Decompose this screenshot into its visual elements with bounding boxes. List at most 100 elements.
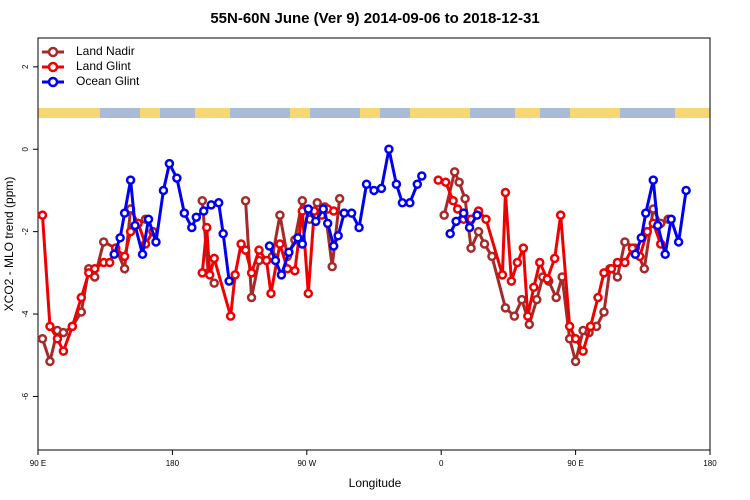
data-point <box>224 276 234 286</box>
data-point <box>172 173 182 183</box>
data-point <box>472 210 482 220</box>
data-point <box>240 195 251 206</box>
data-point <box>433 175 443 185</box>
map-strip <box>38 108 710 118</box>
data-point <box>125 175 136 185</box>
data-point <box>297 239 308 249</box>
data-point <box>417 171 427 181</box>
data-point <box>328 206 339 216</box>
legend-marker <box>47 46 59 58</box>
data-point <box>454 177 464 187</box>
data-point <box>297 195 308 206</box>
data-point <box>45 321 55 332</box>
data-point <box>151 237 161 247</box>
data-point <box>630 249 641 260</box>
data-point <box>84 268 94 278</box>
data-point <box>361 179 372 190</box>
data-point <box>261 255 272 266</box>
data-point <box>593 292 603 303</box>
data-point <box>639 263 650 274</box>
data-point <box>570 334 581 344</box>
y-tick-label: -2 <box>21 228 30 236</box>
data-point <box>266 288 276 299</box>
data-point <box>76 292 87 303</box>
data-point <box>391 179 402 190</box>
data-point <box>500 303 511 313</box>
data-point <box>333 231 343 241</box>
data-point <box>524 319 535 330</box>
data-point <box>464 222 475 233</box>
data-point <box>109 249 119 260</box>
data-point <box>487 251 497 262</box>
data-point <box>518 243 529 253</box>
data-point <box>119 208 130 218</box>
data-point <box>45 356 55 367</box>
data-point <box>164 158 175 169</box>
data-point <box>206 200 216 210</box>
x-tick-label: 90 W <box>297 459 316 468</box>
data-point <box>197 268 208 278</box>
data-point <box>551 292 561 303</box>
data-point <box>130 220 140 231</box>
data-point <box>473 226 484 237</box>
data-point <box>37 334 48 344</box>
data-point <box>466 243 476 253</box>
y-axis-label: XCO2 - MLO trend (ppm) <box>2 177 16 312</box>
data-point <box>346 208 357 218</box>
data-point <box>636 233 647 243</box>
data-point <box>523 311 533 321</box>
data-point <box>500 187 511 198</box>
data-point <box>585 321 596 332</box>
data-point <box>535 257 545 268</box>
data-point <box>440 177 451 187</box>
data-point <box>405 198 415 208</box>
data-point <box>284 247 294 257</box>
data-point <box>652 220 663 231</box>
data-point <box>58 346 69 356</box>
data-point <box>246 292 257 303</box>
data-point <box>509 311 520 321</box>
data-point <box>334 193 345 204</box>
data-point <box>58 327 69 338</box>
data-point <box>119 263 130 274</box>
data-point <box>303 288 314 299</box>
data-point <box>339 208 349 218</box>
data-point <box>648 175 659 185</box>
data-point <box>254 245 264 255</box>
data-point <box>191 212 202 222</box>
legend-marker <box>47 76 59 88</box>
data-point <box>369 185 379 196</box>
data-point <box>599 307 609 317</box>
data-point <box>290 266 300 276</box>
data-point <box>542 274 552 284</box>
data-point <box>270 255 281 266</box>
x-axis-label: Longitude <box>349 476 402 490</box>
data-point <box>512 257 523 268</box>
data-point <box>197 195 208 206</box>
data-point <box>119 251 130 262</box>
data-point <box>327 261 337 272</box>
data-point <box>322 218 333 229</box>
y-tick-label: -6 <box>21 392 30 400</box>
data-point <box>532 294 542 305</box>
data-point <box>354 222 364 233</box>
data-point <box>104 257 115 268</box>
data-point <box>397 198 408 208</box>
x-tick-label: 0 <box>439 459 444 468</box>
data-point <box>276 270 287 280</box>
data-point <box>641 208 651 218</box>
data-point <box>445 228 455 239</box>
data-point <box>125 226 136 237</box>
data-point <box>52 334 63 344</box>
legend-label: Ocean Glint <box>76 74 140 88</box>
data-point <box>606 263 617 274</box>
data-point <box>448 195 458 206</box>
data-point <box>452 204 463 214</box>
data-point <box>179 208 190 218</box>
data-point <box>264 241 275 251</box>
data-point <box>236 239 246 249</box>
data-point <box>230 270 240 280</box>
data-point <box>115 233 125 243</box>
data-point <box>564 321 575 332</box>
data-point <box>37 210 48 220</box>
